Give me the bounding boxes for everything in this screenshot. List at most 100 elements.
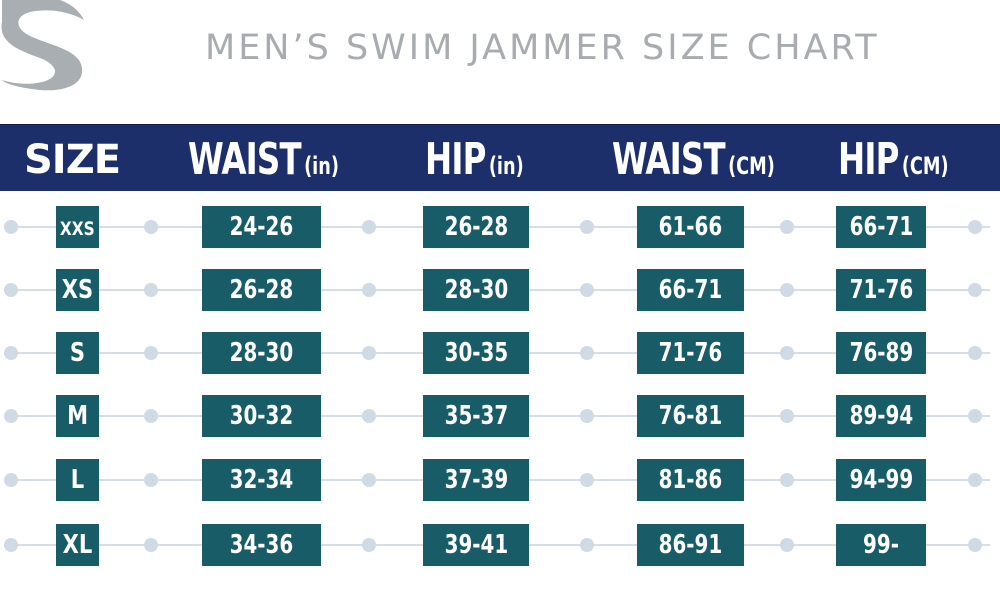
connector-dot: [968, 346, 982, 360]
waist-cm-value: 61-66: [658, 212, 723, 242]
size-value: XXS: [60, 218, 95, 240]
header-hip-in-unit: (in): [488, 152, 524, 180]
size-value: XS: [61, 275, 94, 305]
header-hip-in: HIP (in): [425, 125, 524, 191]
connector-dot: [968, 409, 982, 423]
hip-in-cell: 37-39: [423, 459, 529, 501]
waist-cm-value: 71-76: [658, 338, 723, 368]
connector-dot: [580, 538, 594, 552]
header-waist-in-label: WAIST: [188, 134, 302, 185]
connector-dot: [144, 538, 158, 552]
size-cell: L: [56, 459, 99, 501]
connector-dot: [144, 220, 158, 234]
waist-in-cell: 32-34: [202, 459, 321, 501]
connector-dot: [968, 220, 982, 234]
table-header: SIZE WAIST (in) HIP (in) WAIST (CM) HIP (CM): [0, 124, 1000, 191]
connector-dot: [4, 473, 18, 487]
size-value: S: [69, 338, 86, 368]
hip-in-value: 26-28: [444, 212, 508, 242]
hip-in-cell: 26-28: [423, 206, 529, 248]
connector-dot: [362, 538, 376, 552]
header-waist-cm: WAIST (CM): [612, 125, 775, 191]
hip-cm-value: 76-89: [849, 338, 913, 368]
header-waist-cm-label: WAIST: [612, 134, 726, 185]
hip-cm-value: 66-71: [849, 212, 913, 242]
hip-in-value: 39-41: [444, 530, 508, 560]
size-value: L: [70, 465, 85, 495]
waist-cm-value: 66-71: [658, 275, 723, 305]
size-cell: XL: [56, 524, 99, 566]
waist-cm-value: 86-91: [658, 530, 723, 560]
waist-in-value: 34-36: [229, 530, 294, 560]
header-size-label: SIZE: [24, 137, 121, 183]
header-size: SIZE: [24, 125, 121, 191]
connector-dot: [144, 409, 158, 423]
size-cell: M: [56, 395, 99, 437]
size-cell: XS: [56, 269, 99, 311]
connector-dot: [580, 346, 594, 360]
connector-dot: [780, 538, 794, 552]
size-cell: S: [56, 332, 99, 374]
waist-in-value: 24-26: [229, 212, 294, 242]
hip-cm-cell: 94-99: [836, 459, 926, 501]
waist-in-value: 30-32: [229, 401, 294, 431]
table-row: M 30-32 35-37 76-81 89-94: [0, 395, 1000, 437]
header-hip-cm-unit: (CM): [901, 152, 949, 180]
hip-cm-value: 94-99: [849, 465, 913, 495]
waist-cm-value: 81-86: [658, 465, 723, 495]
connector-dot: [362, 220, 376, 234]
hip-cm-cell: 99-104: [836, 524, 926, 602]
waist-in-cell: 26-28: [202, 269, 321, 311]
waist-cm-cell: 71-76: [637, 332, 744, 374]
header-hip-in-label: HIP: [425, 134, 486, 185]
connector-dot: [580, 409, 594, 423]
waist-cm-cell: 86-91: [637, 524, 744, 566]
connector-dot: [580, 473, 594, 487]
header-waist-cm-unit: (CM): [728, 152, 775, 180]
hip-in-value: 37-39: [444, 465, 508, 495]
connector-dot: [362, 409, 376, 423]
hip-cm-cell: 89-94: [836, 395, 926, 437]
connector-dot: [4, 346, 18, 360]
hip-cm-value: 99-104: [860, 530, 902, 602]
waist-in-cell: 30-32: [202, 395, 321, 437]
connector-dot: [144, 346, 158, 360]
connector-dot: [968, 538, 982, 552]
hip-in-value: 28-30: [444, 275, 508, 305]
size-value: XL: [62, 530, 93, 560]
connector-dot: [144, 473, 158, 487]
s-wave-logo-icon: [1, 0, 84, 91]
header-hip-cm: HIP (CM): [838, 125, 949, 191]
header-hip-cm-label: HIP: [838, 134, 899, 185]
table-row: S 28-30 30-35 71-76 76-89: [0, 332, 1000, 374]
table-row: XS 26-28 28-30 66-71 71-76: [0, 269, 1000, 311]
connector-dot: [780, 220, 794, 234]
size-cell: XXS: [56, 206, 99, 248]
header-waist-in-unit: (in): [304, 152, 339, 180]
connector-dot: [780, 283, 794, 297]
hip-cm-cell: 71-76: [836, 269, 926, 311]
hip-in-cell: 28-30: [423, 269, 529, 311]
waist-in-value: 28-30: [229, 338, 294, 368]
size-value: M: [67, 401, 88, 431]
waist-cm-cell: 66-71: [637, 269, 744, 311]
connector-dot: [362, 346, 376, 360]
connector-dot: [4, 538, 18, 552]
hip-cm-cell: 76-89: [836, 332, 926, 374]
waist-in-value: 32-34: [229, 465, 294, 495]
waist-cm-cell: 81-86: [637, 459, 744, 501]
connector-dot: [780, 346, 794, 360]
hip-in-value: 35-37: [444, 401, 508, 431]
waist-cm-cell: 76-81: [637, 395, 744, 437]
hip-in-cell: 35-37: [423, 395, 529, 437]
waist-cm-cell: 61-66: [637, 206, 744, 248]
connector-dot: [362, 283, 376, 297]
connector-dot: [780, 473, 794, 487]
hip-cm-cell: 66-71: [836, 206, 926, 248]
waist-in-cell: 24-26: [202, 206, 321, 248]
hip-in-cell: 30-35: [423, 332, 529, 374]
table-row: XXS 24-26 26-28 61-66 66-71: [0, 206, 1000, 248]
table-row: XL 34-36 39-41 86-91 99-104: [0, 524, 1000, 602]
connector-dot: [580, 220, 594, 234]
connector-dot: [4, 220, 18, 234]
